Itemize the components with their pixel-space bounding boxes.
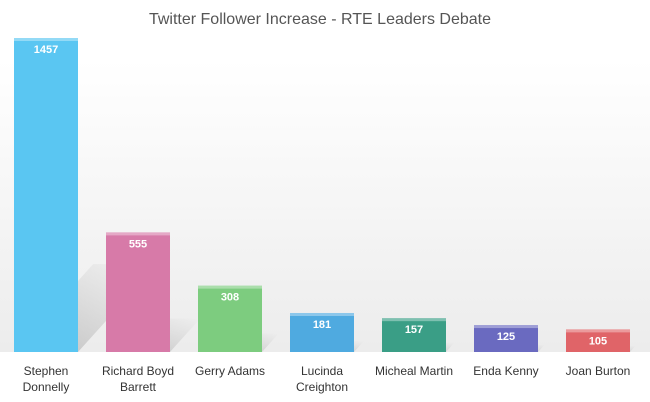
chart-title: Twitter Follower Increase - RTE Leaders …	[149, 11, 491, 28]
category-label: Joan Burton	[566, 364, 631, 378]
category-label: Enda Kenny	[473, 364, 538, 378]
category-label: Donnelly	[23, 380, 70, 394]
category-label: Creighton	[296, 380, 348, 394]
data-label: 555	[129, 238, 147, 250]
bar	[14, 38, 78, 352]
data-label: 157	[405, 324, 423, 336]
bar	[382, 318, 446, 352]
bar	[566, 329, 630, 352]
bar	[290, 312, 354, 352]
bar-highlight	[290, 312, 354, 316]
bar-highlight	[14, 38, 78, 41]
category-labels-group: Stephen Donnelly Richard Boyd Barrett Gerry …	[23, 364, 631, 394]
category-label: Micheal Martin	[375, 364, 453, 378]
category-label: Stephen	[24, 364, 69, 378]
data-label: 105	[589, 335, 607, 347]
data-label: 181	[313, 319, 331, 331]
data-label: 308	[221, 292, 239, 304]
bar	[106, 232, 170, 352]
bar-highlight	[198, 285, 262, 289]
data-label: 1457	[34, 44, 58, 56]
bar	[474, 325, 538, 352]
bars-group	[14, 38, 630, 352]
bar-highlight	[106, 232, 170, 236]
bar-highlight	[474, 325, 538, 329]
bar-highlight	[382, 318, 446, 322]
category-label: Gerry Adams	[195, 364, 265, 378]
category-label: Barrett	[120, 380, 157, 394]
bar-highlight	[566, 329, 630, 333]
data-label: 125	[497, 331, 515, 343]
bar	[198, 285, 262, 352]
category-label: Richard Boyd	[102, 364, 174, 378]
category-label: Lucinda	[301, 364, 343, 378]
value-labels-group: 1457 555 308 181 157 125 105	[34, 44, 607, 347]
